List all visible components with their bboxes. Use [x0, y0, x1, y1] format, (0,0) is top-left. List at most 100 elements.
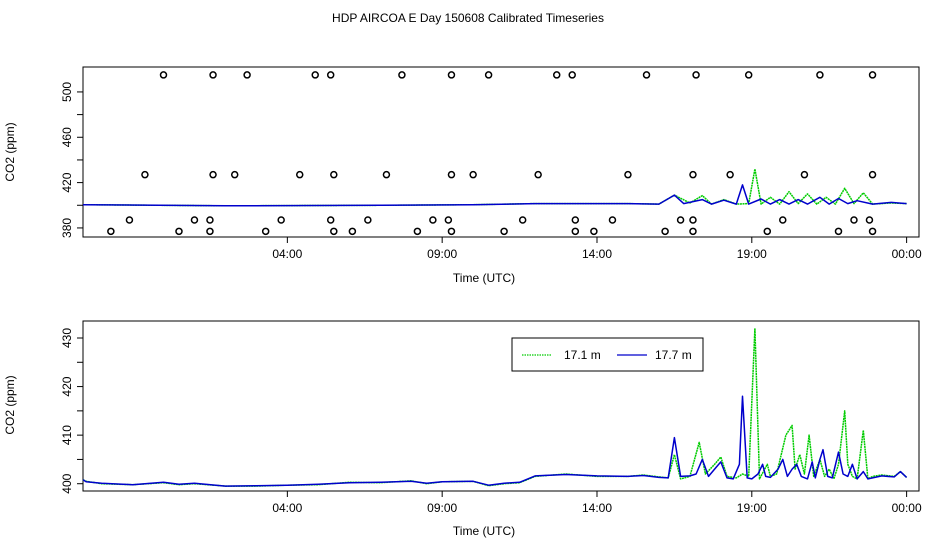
calibration-point — [311, 71, 319, 79]
bottom-series-line-blue — [82, 395, 908, 487]
top-calibration-points — [107, 71, 877, 236]
top-x-tick-label: 00:00 — [892, 247, 922, 261]
calibration-point — [571, 227, 580, 236]
top-plot-frame — [82, 66, 920, 238]
bottom-x-axis: 04:00 09:00 14:00 19:00 00:00 — [272, 491, 922, 515]
calibration-point — [330, 170, 338, 179]
top-y-axis: 380 420 460 500 — [60, 82, 83, 238]
calibration-point — [382, 170, 391, 179]
bottom-y-tick-label: 410 — [60, 425, 74, 445]
bottom-y-tick-label: 430 — [60, 328, 74, 348]
calibration-point — [295, 170, 304, 179]
top-x-tick-label: 19:00 — [737, 247, 767, 261]
bottom-y-tick-label: 400 — [60, 473, 74, 493]
calibration-point — [447, 71, 456, 79]
top-series-line-green — [82, 168, 907, 207]
calibration-point — [816, 71, 824, 79]
calibration-point — [326, 71, 335, 79]
legend-label-green: 17.1 m — [564, 348, 601, 362]
calibration-point — [206, 227, 214, 236]
calibration-point — [484, 71, 493, 79]
calibration-point — [175, 227, 183, 236]
calibration-point — [364, 216, 372, 224]
calibration-point — [230, 170, 239, 179]
bottom-x-label: Time (UTC) — [453, 524, 515, 538]
figure-title: HDP AIRCOA E Day 150608 Calibrated Times… — [332, 11, 604, 25]
calibration-point — [348, 227, 357, 236]
calibration-point — [209, 71, 217, 79]
calibration-point — [552, 71, 561, 79]
calibration-point — [571, 216, 580, 224]
top-series-lines — [82, 168, 907, 207]
calibration-point — [590, 227, 598, 236]
calibration-point — [141, 170, 149, 179]
top-x-tick-label: 14:00 — [582, 247, 612, 261]
bottom-x-tick-label: 04:00 — [272, 501, 302, 515]
bottom-series-lines — [82, 327, 908, 487]
top-x-axis: 04:00 09:00 14:00 19:00 00:00 — [272, 237, 922, 261]
top-y-tick-label: 500 — [60, 82, 74, 102]
calibration-point — [689, 227, 697, 236]
calibration-point — [518, 216, 527, 224]
bottom-plot-frame — [82, 320, 920, 492]
calibration-point — [534, 170, 542, 179]
bottom-x-tick-label: 09:00 — [427, 501, 457, 515]
calibration-point — [689, 170, 697, 179]
calibration-point — [107, 227, 115, 236]
calibration-point — [850, 216, 858, 224]
top-x-tick-label: 09:00 — [427, 247, 457, 261]
calibration-point — [689, 216, 697, 224]
calibration-point — [277, 216, 285, 224]
calibration-point — [190, 216, 199, 224]
top-y-tick-label: 380 — [60, 218, 74, 238]
calibration-point — [429, 216, 437, 224]
calibration-point — [692, 71, 700, 79]
top-y-tick-label: 460 — [60, 127, 74, 147]
calibration-point — [868, 170, 877, 179]
calibration-point — [779, 216, 787, 224]
calibration-point — [500, 227, 508, 236]
calibration-point — [330, 227, 338, 236]
calibration-point — [800, 170, 809, 179]
top-x-label: Time (UTC) — [453, 271, 515, 285]
calibration-point — [209, 170, 217, 179]
calibration-point — [661, 227, 669, 236]
calibration-point — [608, 216, 617, 224]
calibration-point — [624, 170, 632, 179]
legend: 17.1 m 17.7 m — [511, 337, 704, 372]
bottom-y-tick-label: 420 — [60, 376, 74, 396]
calibration-point — [865, 216, 874, 224]
calibration-point — [261, 227, 270, 236]
legend-label-blue: 17.7 m — [655, 348, 692, 362]
calibration-point — [726, 170, 734, 179]
bottom-x-tick-label: 00:00 — [892, 501, 922, 515]
bottom-x-tick-label: 14:00 — [582, 501, 612, 515]
calibration-point — [868, 227, 877, 236]
top-chart: 04:00 09:00 14:00 19:00 00:00 380 420 460 500 T… — [3, 66, 922, 285]
top-y-label: CO2 (ppm) — [3, 122, 17, 181]
bottom-y-axis: 400 410 420 430 — [60, 328, 83, 494]
calibration-point — [243, 71, 251, 79]
calibration-point — [568, 71, 576, 79]
calibration-point — [676, 216, 685, 224]
top-y-tick-label: 420 — [60, 172, 74, 192]
calibration-point — [447, 227, 456, 236]
top-series-line-blue — [82, 184, 907, 207]
bottom-y-label: CO2 (ppm) — [3, 375, 17, 434]
calibration-point — [444, 216, 453, 224]
calibration-point — [834, 227, 843, 236]
calibration-point — [868, 71, 877, 79]
calibration-point — [447, 170, 456, 179]
top-x-tick-label: 04:00 — [272, 247, 302, 261]
calibration-point — [125, 216, 134, 224]
calibration-point — [763, 227, 772, 236]
bottom-x-tick-label: 19:00 — [737, 501, 767, 515]
calibration-point — [326, 216, 335, 224]
calibration-point — [744, 71, 753, 79]
bottom-chart: 04:00 09:00 14:00 19:00 00:00 400 410 420 430 T… — [3, 320, 922, 538]
calibration-point — [206, 216, 214, 224]
calibration-point — [642, 71, 651, 79]
calibration-point — [413, 227, 422, 236]
calibration-point — [159, 71, 168, 79]
legend-box — [511, 337, 704, 372]
